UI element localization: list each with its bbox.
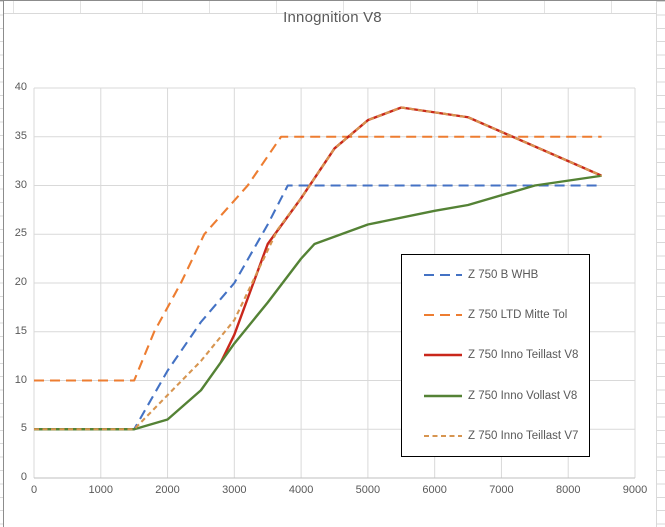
legend-swatch-z-750-inno-vollast-v8 [424, 394, 462, 397]
legend-label: Z 750 Inno Teillast V8 [468, 349, 579, 362]
legend-label: Z 750 Inno Teillast V7 [468, 429, 579, 442]
legend-label: Z 750 LTD Mitte Tol [468, 309, 568, 322]
legend-item: Z 750 B WHB [423, 268, 589, 282]
legend-label: Z 750 B WHB [468, 269, 539, 282]
y-axis-tick-label: 30 [14, 178, 27, 191]
chart-title: Innognition V8 [283, 9, 382, 26]
x-axis-tick-label: 4000 [288, 484, 314, 496]
legend-item: Z 750 Inno Teillast V8 [423, 348, 589, 362]
y-axis-tick-label: 0 [20, 471, 27, 483]
series-line-z-750-inno-teillast-v7 [34, 106, 603, 431]
x-axis-tick-label: 3000 [222, 484, 247, 496]
x-axis-tick-label: 8000 [555, 484, 581, 496]
y-axis-tick-label: 25 [14, 227, 27, 240]
legend-item: Z 750 LTD Mitte Tol [423, 308, 589, 322]
series-line-z-750-inno-vollast-v8 [34, 174, 602, 431]
y-axis-tick-label: 20 [14, 276, 27, 288]
y-axis-tick-label: 35 [14, 129, 27, 142]
x-axis-tick-label: 6000 [422, 484, 447, 496]
legend-swatch-z-750-inno-teillast-v7 [424, 434, 462, 437]
x-axis-tick-label: 7000 [489, 484, 514, 496]
x-axis-tick-label: 9000 [622, 484, 648, 496]
x-axis-tick-label: 2000 [155, 484, 180, 496]
legend-swatch-z-750-b-whb [424, 274, 462, 277]
legend-label: Z 750 Inno Vollast V8 [468, 389, 578, 402]
x-axis-tick-label: 0 [30, 484, 38, 496]
legend-swatch-z-750-ltd-mitte-tol [424, 314, 462, 317]
y-axis-tick-label: 15 [14, 324, 27, 337]
worksheet-left-column [0, 1, 4, 527]
legend-item: Z 750 Inno Teillast V7 [423, 429, 589, 443]
legend-swatch-z-750-inno-teillast-v8 [424, 354, 462, 357]
worksheet-right-column [656, 1, 665, 527]
legend-item: Z 750 Inno Vollast V8 [423, 389, 589, 403]
series-line-z-750-ltd-mitte-tol [34, 135, 602, 382]
x-axis-tick-label: 1000 [88, 484, 113, 496]
y-axis-tick-label: 5 [20, 422, 27, 435]
y-axis-tick-label: 10 [14, 373, 27, 386]
legend-box: Z 750 B WHB Z 750 LTD Mitte Tol Z 750 Inno… [401, 254, 590, 457]
worksheet-top-row [0, 1, 665, 14]
x-axis-tick-label: 5000 [355, 484, 381, 496]
y-axis-tick-label: 40 [14, 81, 27, 93]
worksheet-top-border [0, 0, 665, 1]
